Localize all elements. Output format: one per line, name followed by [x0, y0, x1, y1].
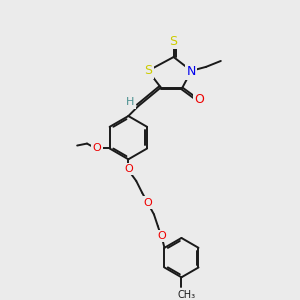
- Text: O: O: [158, 231, 166, 241]
- Text: O: O: [144, 198, 152, 208]
- Text: H: H: [126, 97, 134, 107]
- Text: S: S: [169, 35, 178, 48]
- Text: O: O: [124, 164, 133, 174]
- Text: O: O: [194, 93, 204, 106]
- Text: O: O: [92, 143, 101, 154]
- Text: N: N: [187, 65, 196, 78]
- Text: S: S: [144, 64, 152, 77]
- Text: CH₃: CH₃: [177, 290, 195, 300]
